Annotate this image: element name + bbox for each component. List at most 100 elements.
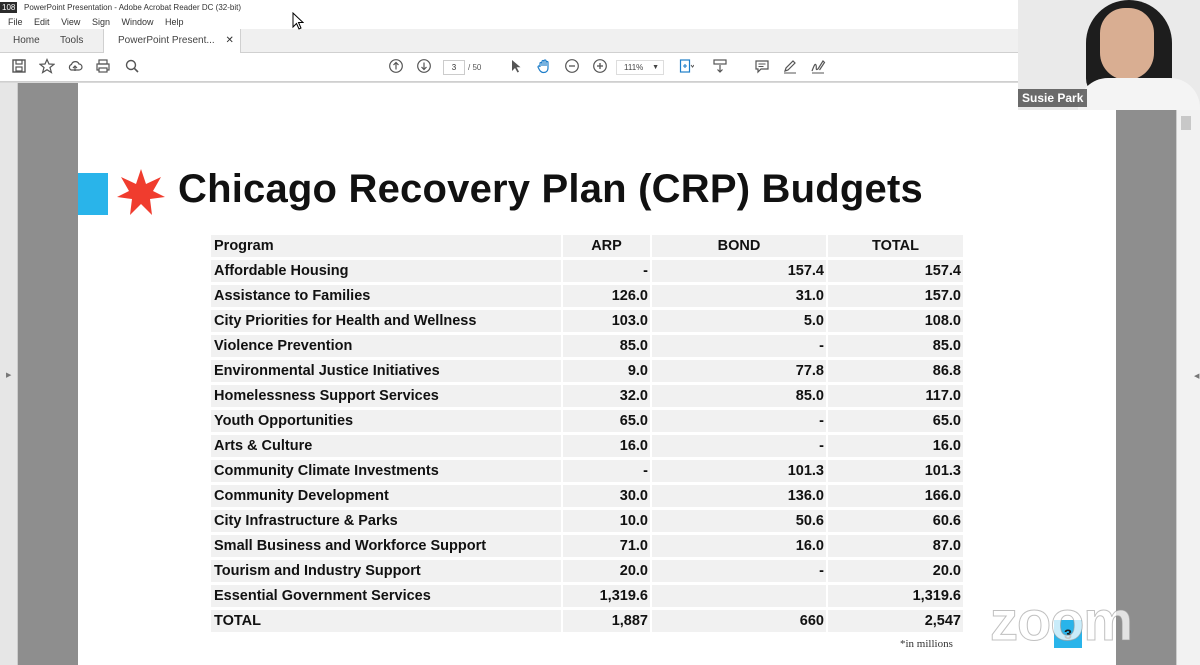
scrollbar-thumb[interactable]	[1181, 116, 1191, 130]
cell-total: 86.8	[826, 360, 963, 382]
cell-arp: 65.0	[561, 410, 650, 432]
cell-bond	[650, 585, 826, 607]
cell-arp: 1,887	[561, 610, 650, 632]
cell-total: 2,547	[826, 610, 963, 632]
cell-bond: 16.0	[650, 535, 826, 557]
comment-icon[interactable]	[753, 58, 771, 76]
table-header-row: Program ARP BOND TOTAL	[211, 235, 963, 257]
menu-file[interactable]: File	[8, 17, 23, 27]
participant-face	[1100, 8, 1154, 80]
menu-view[interactable]: View	[61, 17, 81, 27]
cell-bond: 136.0	[650, 485, 826, 507]
previous-page-icon[interactable]	[387, 58, 405, 76]
cell-arp: 16.0	[561, 435, 650, 457]
table-row: Environmental Justice Initiatives 9.0 77.8…	[211, 360, 963, 382]
tab-tools[interactable]: Tools	[60, 35, 84, 46]
tab-document[interactable]: PowerPoint Present... ✕	[103, 29, 241, 53]
cell-program: Tourism and Industry Support	[211, 560, 561, 582]
zoom-in-icon[interactable]	[591, 58, 609, 76]
participant-video: Susie Park	[1018, 0, 1200, 110]
table-row: Community Climate Investments -101.3 101.3	[211, 460, 963, 482]
cell-total: 60.6	[826, 510, 963, 532]
slide-title: Chicago Recovery Plan (CRP) Budgets	[178, 167, 923, 211]
page-number-input[interactable]: 3	[443, 60, 465, 75]
cell-bond: -	[650, 335, 826, 357]
table-row: Homelessness Support Services 32.0 85.0 117…	[211, 385, 963, 407]
cell-arp: 20.0	[561, 560, 650, 582]
table-row: Affordable Housing -157.4 157.4	[211, 260, 963, 282]
cell-arp: 32.0	[561, 385, 650, 407]
column-header-total: TOTAL	[826, 235, 963, 257]
cell-program: Affordable Housing	[211, 260, 561, 282]
cell-program: Youth Opportunities	[211, 410, 561, 432]
table-row: Small Business and Workforce Support 71.0…	[211, 535, 963, 557]
cell-total: 108.0	[826, 310, 963, 332]
cell-total: 85.0	[826, 335, 963, 357]
cell-bond: 157.4	[650, 260, 826, 282]
scroll-mode-icon[interactable]	[711, 58, 729, 76]
cell-program: City Priorities for Health and Wellness	[211, 310, 561, 332]
select-cursor-icon[interactable]	[507, 58, 525, 76]
cell-total: 1,319.6	[826, 585, 963, 607]
highlight-pen-icon[interactable]	[781, 58, 799, 76]
print-icon[interactable]	[94, 58, 112, 76]
left-panel-toggle[interactable]: ▶	[0, 83, 18, 665]
cell-bond: 77.8	[650, 360, 826, 382]
cell-total: 157.0	[826, 285, 963, 307]
window-titlebar: 108 PowerPoint Presentation - Adobe Acro…	[0, 0, 1018, 15]
budget-table: Program ARP BOND TOTAL Affordable Housin…	[211, 232, 963, 635]
cell-total: 101.3	[826, 460, 963, 482]
table-row: TOTAL 1,887 660 2,547	[211, 610, 963, 632]
table-row: Tourism and Industry Support 20.0-20.0	[211, 560, 963, 582]
upload-cloud-icon[interactable]	[66, 58, 84, 76]
menu-window[interactable]: Window	[121, 17, 154, 27]
zoom-out-icon[interactable]	[563, 58, 581, 76]
cell-bond: -	[650, 560, 826, 582]
page-total: / 50	[468, 63, 482, 72]
cell-total: 16.0	[826, 435, 963, 457]
menu-help[interactable]: Help	[165, 17, 184, 27]
column-header-program: Program	[211, 235, 561, 257]
star-bookmark-icon[interactable]	[38, 58, 56, 76]
menu-edit[interactable]: Edit	[34, 17, 50, 27]
cell-arp: 71.0	[561, 535, 650, 557]
cell-program: Essential Government Services	[211, 585, 561, 607]
tab-document-label: PowerPoint Present...	[118, 35, 215, 46]
footnote: *in millions	[900, 638, 953, 650]
menu-sign[interactable]: Sign	[91, 17, 110, 27]
cell-total: 157.4	[826, 260, 963, 282]
cell-bond: 5.0	[650, 310, 826, 332]
cell-arp: 126.0	[561, 285, 650, 307]
zoom-level-value: 111%	[624, 63, 644, 72]
cell-bond: 85.0	[650, 385, 826, 407]
cell-arp: 10.0	[561, 510, 650, 532]
table-row: Assistance to Families 126.0 31.0 157.0	[211, 285, 963, 307]
cell-program: Violence Prevention	[211, 335, 561, 357]
cell-program: Arts & Culture	[211, 435, 561, 457]
fit-page-icon[interactable]	[677, 58, 695, 76]
close-tab-icon[interactable]: ✕	[225, 35, 234, 46]
tab-bar: Home Tools PowerPoint Present... ✕	[0, 29, 1018, 53]
right-panel-toggle[interactable]: ◀	[1176, 110, 1200, 665]
tab-home[interactable]: Home	[13, 35, 40, 46]
window-badge: 108	[0, 2, 18, 13]
table-row: City Priorities for Health and Wellness 1…	[211, 310, 963, 332]
zoom-level-select[interactable]: 111% ▼	[616, 60, 664, 75]
participant-name: Susie Park	[1018, 89, 1088, 107]
next-page-icon[interactable]	[415, 58, 433, 76]
cell-program: Environmental Justice Initiatives	[211, 360, 561, 382]
save-icon[interactable]	[10, 58, 28, 76]
toolbar: 3 / 50 111% ▼	[0, 53, 1018, 82]
cell-bond: 31.0	[650, 285, 826, 307]
cell-arp: -	[561, 460, 650, 482]
search-icon[interactable]	[123, 58, 141, 76]
cell-total: 20.0	[826, 560, 963, 582]
hand-tool-icon[interactable]	[535, 58, 553, 76]
table-row: City Infrastructure & Parks 10.0 50.6 60.6	[211, 510, 963, 532]
table-row: Arts & Culture 16.0-16.0	[211, 435, 963, 457]
sign-icon[interactable]	[809, 58, 827, 76]
window-title: PowerPoint Presentation - Adobe Acrobat …	[24, 3, 242, 12]
cell-arp: 9.0	[561, 360, 650, 382]
cell-bond: -	[650, 435, 826, 457]
cell-program: Homelessness Support Services	[211, 385, 561, 407]
